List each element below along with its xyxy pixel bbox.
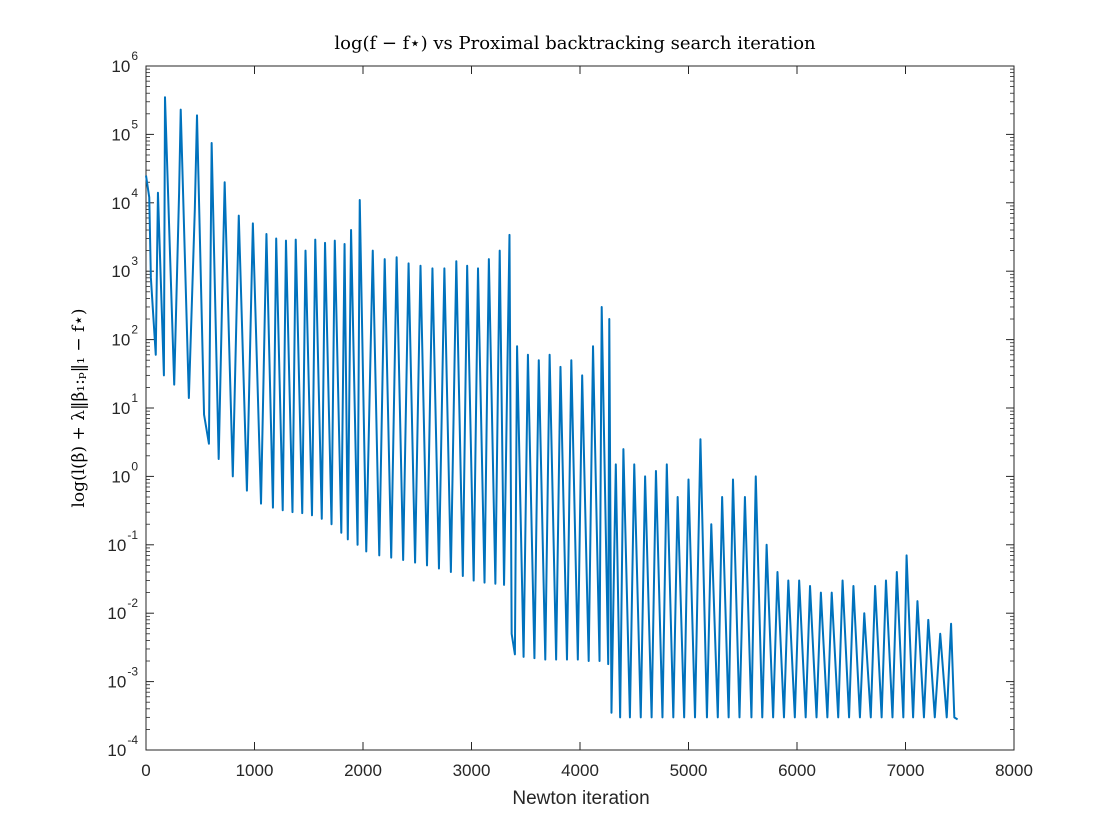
- x-tick-label: 1000: [236, 761, 274, 780]
- y-tick-label: -110: [107, 528, 138, 555]
- chart-title: log(f − f⋆) vs Proximal backtracking sea…: [334, 33, 816, 54]
- y-tick-exponent: -4: [127, 733, 138, 747]
- series-group: [145, 96, 959, 721]
- y-tick-base: 10: [111, 125, 130, 144]
- x-tick-label: 0: [141, 761, 150, 780]
- x-tick-label: 6000: [778, 761, 816, 780]
- y-tick-label: 410: [111, 186, 138, 213]
- y-tick-base: 10: [111, 331, 130, 350]
- y-tick-base: 10: [107, 604, 126, 623]
- y-tick-exponent: 5: [131, 117, 138, 131]
- y-tick-base: 10: [107, 536, 126, 555]
- x-tick-label: 7000: [887, 761, 925, 780]
- y-tick-base: 10: [111, 399, 130, 418]
- x-axis-ticks: 0 1000 2000 3000 4000 5000 6000 7000 8000: [141, 761, 1033, 780]
- plot-axes: [145, 65, 1015, 751]
- y-tick-exponent: 3: [131, 254, 138, 268]
- y-tick-base: 10: [107, 741, 126, 760]
- x-tick-label: 2000: [344, 761, 382, 780]
- y-tick-label: 010: [111, 459, 138, 486]
- y-tick-base: 10: [107, 673, 126, 692]
- x-tick-label: 4000: [561, 761, 599, 780]
- y-tick-exponent: -2: [127, 596, 138, 610]
- y-tick-label: 310: [111, 254, 138, 281]
- x-tick-label: 5000: [670, 761, 708, 780]
- y-tick-base: 10: [111, 194, 130, 213]
- y-tick-exponent: 6: [131, 49, 138, 63]
- series-line-0: [145, 96, 959, 721]
- x-axis-label: Newton iteration: [512, 788, 649, 809]
- y-tick-exponent: 0: [131, 459, 138, 473]
- y-tick-label: 510: [111, 117, 138, 144]
- y-tick-label: 110: [111, 391, 138, 418]
- y-tick-label: -410: [107, 733, 138, 760]
- y-tick-exponent: 2: [131, 323, 138, 337]
- y-tick-exponent: 4: [131, 186, 138, 200]
- x-tick-label: 8000: [995, 761, 1033, 780]
- y-tick-base: 10: [111, 57, 130, 76]
- y-tick-exponent: -3: [127, 665, 138, 679]
- y-tick-exponent: 1: [131, 391, 138, 405]
- y-tick-label: 210: [111, 323, 138, 350]
- y-tick-base: 10: [111, 262, 130, 281]
- y-tick-base: 10: [111, 467, 130, 486]
- x-tick-label: 3000: [453, 761, 491, 780]
- y-tick-label: -310: [107, 665, 138, 692]
- y-tick-exponent: -1: [127, 528, 138, 542]
- y-tick-label: -210: [107, 596, 138, 623]
- y-tick-label: 610: [111, 49, 138, 76]
- y-axis-label: log(l(β) + λ‖β₁:ₚ‖₁ − f⋆): [69, 308, 89, 507]
